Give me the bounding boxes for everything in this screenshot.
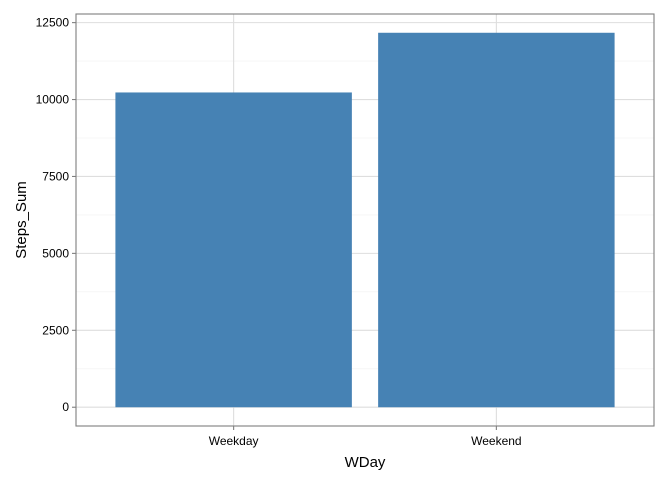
x-tick-label-weekday: Weekday	[209, 434, 259, 448]
bar-weekend	[378, 32, 615, 408]
x-tick-label-weekend: Weekend	[471, 434, 521, 448]
y-axis-ticks: 0 2500 5000 7500 10000 12500	[36, 16, 76, 414]
y-tick-label: 2500	[42, 323, 69, 337]
y-tick-label: 10000	[36, 93, 70, 107]
x-axis-ticks: Weekday Weekend	[209, 426, 522, 448]
bars-group	[115, 32, 615, 408]
x-axis-title: WDay	[345, 454, 386, 471]
bar-weekday	[115, 92, 352, 408]
y-tick-label: 7500	[42, 169, 69, 183]
y-tick-label: 0	[62, 400, 69, 414]
y-tick-label: 5000	[42, 246, 69, 260]
plot-panel-border	[75, 13, 655, 427]
y-axis-title: Steps_Sum	[13, 181, 30, 259]
y-tick-label: 12500	[36, 16, 70, 30]
